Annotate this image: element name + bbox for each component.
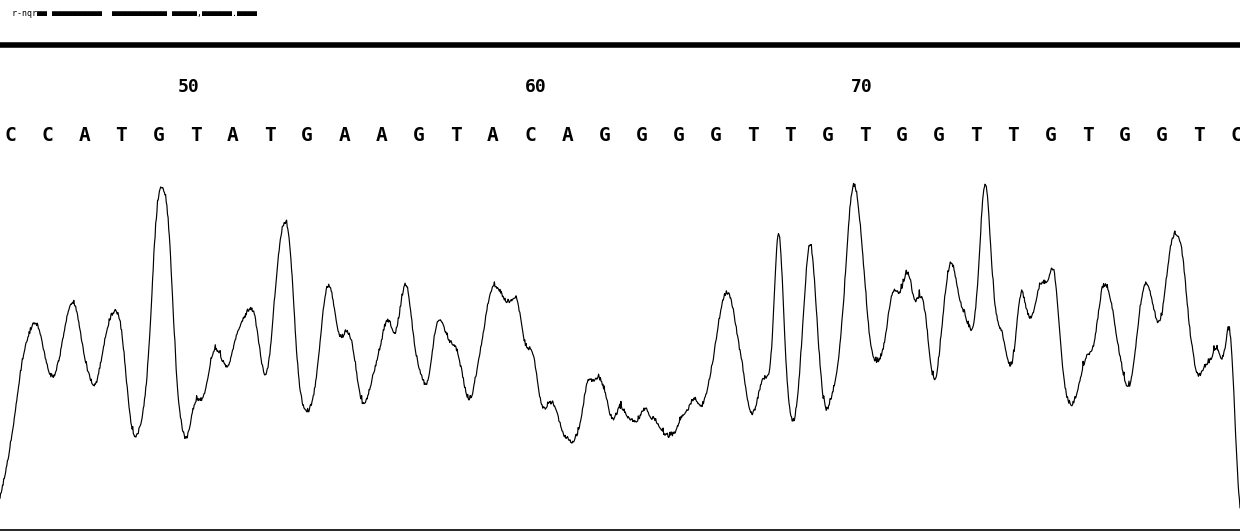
Text: G: G: [1118, 126, 1131, 145]
Text: G: G: [673, 126, 684, 145]
Text: A: A: [78, 126, 91, 145]
Text: 50: 50: [177, 78, 200, 96]
Text: T: T: [748, 126, 759, 145]
Text: G: G: [711, 126, 722, 145]
Text: C: C: [4, 126, 16, 145]
Text: G: G: [822, 126, 833, 145]
Text: T: T: [450, 126, 461, 145]
Text: C: C: [1230, 126, 1240, 145]
Text: A: A: [227, 126, 239, 145]
Text: T: T: [785, 126, 796, 145]
Text: G: G: [1156, 126, 1168, 145]
Text: T: T: [1193, 126, 1205, 145]
Text: T: T: [1007, 126, 1019, 145]
Text: G: G: [153, 126, 165, 145]
Text: 70: 70: [851, 78, 873, 96]
Text: 60: 60: [525, 78, 547, 96]
Text: T: T: [264, 126, 277, 145]
Text: C: C: [525, 126, 536, 145]
Text: G: G: [636, 126, 647, 145]
Text: G: G: [897, 126, 908, 145]
Text: T: T: [115, 126, 128, 145]
Text: G: G: [301, 126, 312, 145]
Text: T: T: [190, 126, 202, 145]
Text: A: A: [376, 126, 387, 145]
Text: T: T: [1081, 126, 1094, 145]
Text: T: T: [970, 126, 982, 145]
Text: G: G: [599, 126, 610, 145]
Text: A: A: [487, 126, 498, 145]
Text: T: T: [859, 126, 870, 145]
Text: r-nqr■■ ■■■■■■■■■■  ■■■■■■■■■■■ ■■■■■,■■■■■■.■■■■: r-nqr■■ ■■■■■■■■■■ ■■■■■■■■■■■ ■■■■■,■■■…: [12, 9, 258, 18]
Text: A: A: [562, 126, 573, 145]
Text: A: A: [339, 126, 350, 145]
Text: G: G: [934, 126, 945, 145]
Text: G: G: [413, 126, 424, 145]
Text: G: G: [1044, 126, 1056, 145]
Text: C: C: [41, 126, 53, 145]
